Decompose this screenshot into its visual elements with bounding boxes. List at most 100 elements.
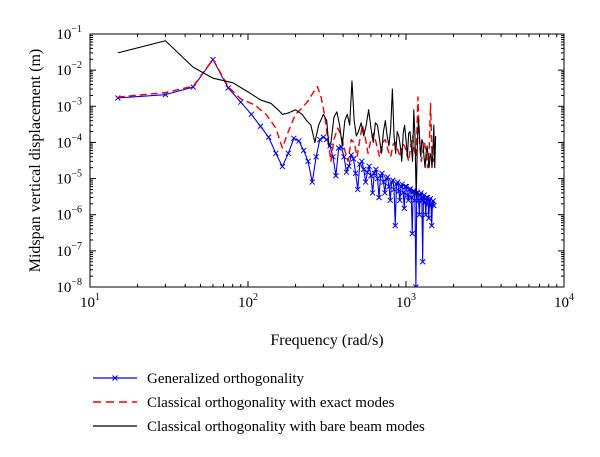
data-point-marker <box>257 123 264 130</box>
data-point-marker <box>418 190 424 196</box>
x-tick-label-exponent: 3 <box>411 292 416 303</box>
data-point-marker <box>366 163 373 170</box>
y-tick-label-base: 10 <box>56 135 71 151</box>
y-tick-label-exponent: −7 <box>71 241 82 252</box>
x-tick-label-exponent: 1 <box>95 292 100 303</box>
data-point-marker <box>296 138 302 144</box>
data-point-marker <box>354 186 361 193</box>
x-tick-label: 102 <box>238 292 258 311</box>
series-line-classical-orthogonality-with-bare-beam-modes <box>117 40 437 199</box>
data-point-marker <box>399 181 405 188</box>
y-tick-label: 10−1 <box>56 24 82 43</box>
data-point-marker <box>430 198 436 204</box>
data-point-marker <box>313 153 320 160</box>
x-tick-label-base: 10 <box>554 295 569 311</box>
data-point-marker <box>408 194 415 201</box>
data-point-marker <box>305 158 311 165</box>
data-point-marker <box>190 84 197 90</box>
data-point-marker <box>358 158 365 165</box>
data-point-marker <box>362 179 369 185</box>
data-point-marker <box>290 135 297 142</box>
y-tick-label-base: 10 <box>56 27 71 43</box>
data-point-marker <box>285 150 292 157</box>
y-tick-label-base: 10 <box>56 99 71 115</box>
data-point-marker <box>225 85 232 91</box>
data-point-marker <box>360 166 367 173</box>
data-point-marker <box>379 170 385 177</box>
data-point-marker <box>425 200 431 207</box>
data-point-marker <box>397 197 403 204</box>
y-tick-label: 10−5 <box>56 169 82 188</box>
data-point-marker <box>386 183 392 190</box>
y-tick-label-exponent: −4 <box>71 132 82 143</box>
data-point-marker <box>425 215 432 222</box>
x-tick-label-base: 10 <box>80 295 95 311</box>
data-point-marker <box>395 188 402 194</box>
legend-marker <box>112 375 118 381</box>
data-point-marker <box>272 150 279 157</box>
y-tick-label-base: 10 <box>56 244 71 260</box>
data-point-marker <box>300 147 307 154</box>
data-point-marker <box>404 192 411 198</box>
y-tick-label: 10−6 <box>56 205 82 224</box>
y-tick-label-base: 10 <box>56 208 71 224</box>
data-point-marker <box>400 190 407 196</box>
data-point-marker <box>387 197 394 204</box>
data-point-marker <box>338 144 345 150</box>
x-tick-label-exponent: 4 <box>569 292 574 303</box>
x-axis-label: Frequency (rad/s) <box>270 332 383 349</box>
data-point-marker <box>413 284 419 287</box>
data-point-marker <box>373 166 379 173</box>
series-generalized-orthogonality <box>114 56 437 287</box>
x-tick-label-exponent: 2 <box>253 292 258 303</box>
legend-item: Classical orthogonality with exact modes <box>93 395 395 411</box>
data-point-marker <box>410 188 417 194</box>
x-tick-label: 104 <box>554 292 574 311</box>
data-point-marker <box>394 179 401 185</box>
data-point-marker <box>416 211 423 218</box>
data-point-marker <box>382 190 388 196</box>
data-point-marker <box>419 197 425 204</box>
y-tick-label: 10−7 <box>56 241 82 260</box>
data-point-marker <box>341 153 347 160</box>
data-point-marker <box>317 136 323 143</box>
data-point-marker <box>279 163 286 170</box>
data-point-marker <box>371 170 378 177</box>
y-tick-label: 10−3 <box>56 96 82 115</box>
plot-frame <box>89 33 565 288</box>
data-point-marker <box>422 199 428 206</box>
data-point-marker <box>320 134 327 141</box>
data-point-marker <box>352 170 359 177</box>
y-tick-label-exponent: −1 <box>71 24 82 35</box>
data-point-marker <box>333 172 339 179</box>
data-point-marker <box>248 111 255 118</box>
y-tick-label: 10−4 <box>56 132 82 151</box>
x-tick-label-base: 10 <box>238 295 253 311</box>
legend-label: Generalized orthogonality <box>147 371 305 387</box>
data-point-marker <box>376 194 382 201</box>
y-tick-label: 10−8 <box>56 277 82 296</box>
legend-label: Classical orthogonality with bare beam m… <box>147 419 425 435</box>
y-tick-label-exponent: −3 <box>71 96 82 107</box>
legend-item: Generalized orthogonality <box>93 371 305 387</box>
data-point-marker <box>384 174 391 180</box>
y-tick-label: 10−2 <box>56 60 82 79</box>
plot-series-layer <box>114 40 437 287</box>
y-tick-label-base: 10 <box>56 63 71 79</box>
data-point-marker <box>428 222 435 229</box>
data-point-marker <box>350 156 357 162</box>
data-point-marker <box>309 179 316 185</box>
y-tick-label-exponent: −8 <box>71 277 82 288</box>
data-point-marker <box>392 222 399 229</box>
legend-label: Classical orthogonality with exact modes <box>147 395 395 411</box>
data-point-marker <box>237 99 244 106</box>
data-point-marker <box>369 190 376 196</box>
x-tick-label: 101 <box>80 292 100 311</box>
legend-item: Classical orthogonality with bare beam m… <box>93 419 425 435</box>
y-axis-label: Midspan vertical displacement (m) <box>27 49 44 272</box>
data-point-marker <box>409 230 416 237</box>
x-tick-label: 103 <box>396 292 416 311</box>
y-tick-label-base: 10 <box>56 280 71 296</box>
